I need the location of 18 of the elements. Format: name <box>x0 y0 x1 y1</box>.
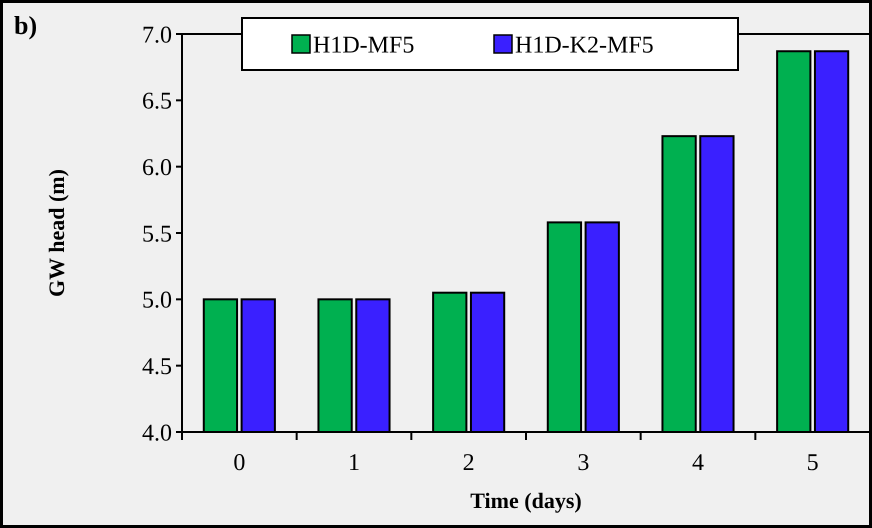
y-tick-label: 4.0 <box>142 420 172 446</box>
y-axis-title: GW head (m) <box>44 169 69 297</box>
x-axis-title: Time (days) <box>470 488 582 513</box>
x-tick-label: 4 <box>692 450 704 476</box>
text: b) <box>14 11 38 40</box>
y-tick-label: 6.5 <box>142 88 172 115</box>
y-tick-label: 6.0 <box>142 155 172 182</box>
legend-label: H1D-MF5 <box>313 32 414 58</box>
x-tick-label: 0 <box>233 450 246 476</box>
x-tick-label: 1 <box>348 450 360 476</box>
y-tick-label: 5.0 <box>142 288 172 314</box>
y-tick-label: 7.0 <box>142 22 172 48</box>
legend-label: H1D-K2-MF5 <box>515 32 654 58</box>
y-tick-label: 5.5 <box>142 221 172 248</box>
x-tick-label: 2 <box>462 450 475 476</box>
y-tick-label: 4.5 <box>142 354 172 380</box>
x-tick-label: 3 <box>577 450 590 476</box>
x-tick-label: 5 <box>806 450 819 476</box>
